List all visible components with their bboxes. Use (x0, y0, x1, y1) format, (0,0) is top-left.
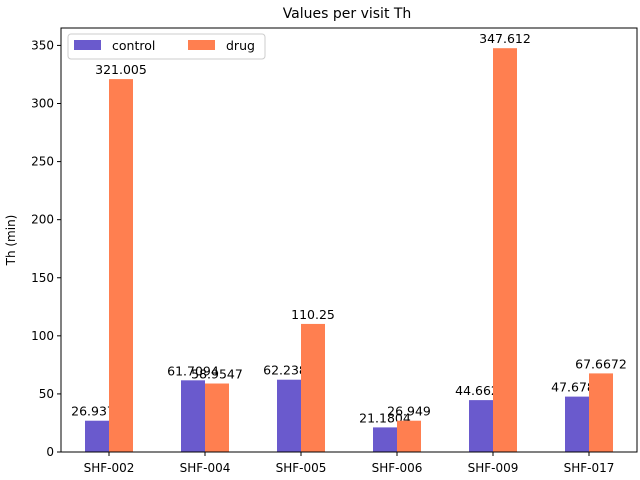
bar-drug-SHF-005 (301, 323, 325, 452)
chart-title: Values per visit Th (283, 6, 412, 22)
x-axis: SHF-002 SHF-004 SHF-005 SHF-006 SHF-009 SHF-0… (84, 452, 615, 475)
legend-swatch-control (74, 40, 101, 50)
data-label-drug-SHF-004: 58.9547 (191, 367, 243, 382)
legend-box (67, 33, 266, 60)
x-tick-label: SHF-005 (276, 461, 327, 475)
bar-control-SHF-005 (277, 379, 301, 452)
data-label-control-SHF-004: 61.7094 (167, 363, 219, 378)
y-tick-label: 250 (31, 155, 54, 169)
x-tick-label: SHF-009 (468, 461, 519, 475)
bar-drug-SHF-002 (109, 79, 133, 453)
bar-control-SHF-006 (373, 427, 397, 452)
bar-drug-SHF-004 (205, 383, 229, 452)
bar-drug-SHF-006 (397, 420, 421, 452)
bar-control-SHF-009 (469, 400, 493, 452)
legend-label-control: control (112, 38, 155, 53)
data-label-drug-SHF-017: 67.6672 (575, 356, 627, 371)
y-axis-label: Th (min) (4, 215, 18, 267)
y-tick-label: 100 (31, 329, 54, 343)
bar-control-SHF-017 (565, 396, 589, 452)
y-tick-label: 350 (31, 38, 54, 52)
data-label-drug-SHF-002: 321.005 (95, 62, 147, 77)
plot-frame (60, 27, 638, 453)
bar-drug-SHF-009 (493, 48, 517, 452)
bar-control-SHF-004 (181, 380, 205, 452)
data-label-drug-SHF-009: 347.612 (479, 31, 531, 46)
legend-label-drug: drug (226, 38, 255, 53)
x-tick-label: SHF-002 (84, 461, 135, 475)
y-axis: 0 50 100 150 200 250 300 350 (31, 38, 61, 459)
bar-drug-SHF-017 (589, 373, 613, 452)
x-tick-label: SHF-004 (180, 461, 231, 475)
data-label-drug-SHF-006: 26.949 (387, 404, 431, 419)
y-tick-label: 150 (31, 271, 54, 285)
legend-swatch-drug (188, 40, 215, 50)
x-tick-label: SHF-006 (372, 461, 423, 475)
y-tick-label: 0 (46, 445, 54, 459)
y-tick-label: 50 (39, 387, 54, 401)
bar-control-SHF-002 (85, 420, 109, 452)
y-tick-label: 200 (31, 213, 54, 227)
legend: control drug (67, 33, 266, 60)
x-tick-label: SHF-017 (564, 461, 615, 475)
y-tick-label: 300 (31, 97, 54, 111)
data-label-drug-SHF-005: 110.25 (291, 307, 335, 322)
